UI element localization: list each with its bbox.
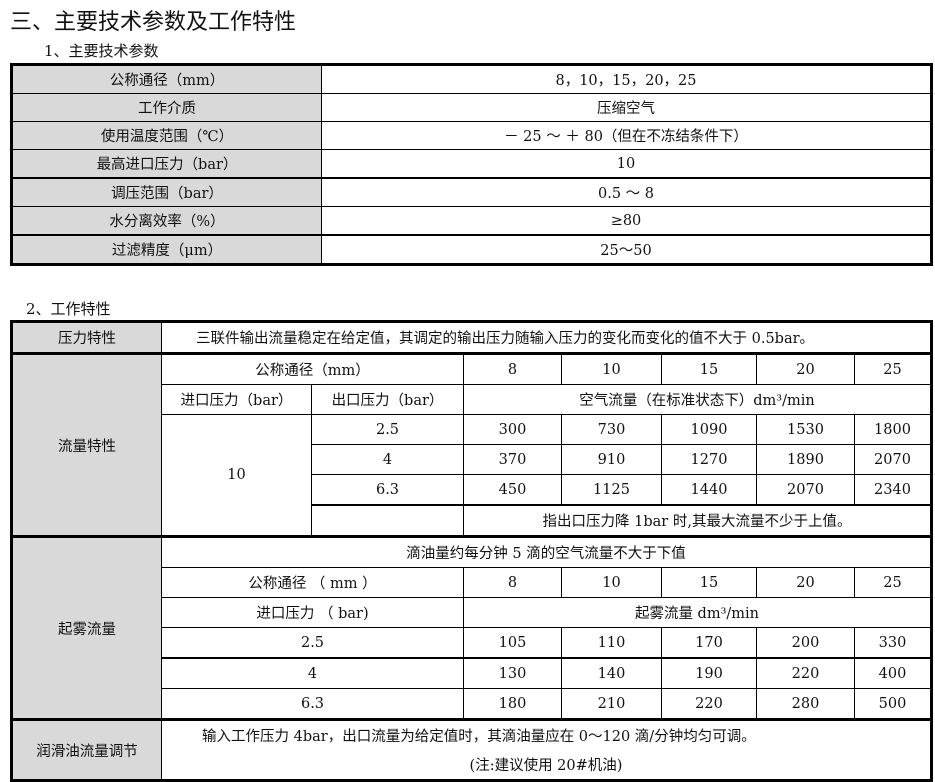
pressure-text: 三联件输出流量稳定在给定值，其调定的输出压力随输入压力的变化而变化的值不大于 0… — [161, 321, 932, 354]
fog-value: 110 — [561, 627, 662, 659]
flow-value: 1530 — [756, 414, 855, 445]
flow-value: 730 — [561, 414, 662, 445]
fog-size: 20 — [756, 567, 855, 598]
parameter-row: 最高进口压力（bar） 10 — [11, 149, 932, 179]
parameter-label: 过滤精度（μm） — [11, 234, 322, 265]
lube-note: (注:建议使用 20#机油) — [161, 750, 932, 781]
parameter-label: 公称通径（mm） — [11, 64, 322, 94]
flow-header: 空气流量（在标准状态下）dm³/min — [463, 384, 932, 415]
fog-value: 220 — [661, 688, 757, 720]
section-heading-characteristics: 2、工作特性 — [26, 300, 111, 318]
page-title: 三、主要技术参数及工作特性 — [10, 10, 297, 35]
flow-size: 20 — [756, 352, 855, 385]
flow-value: 1890 — [756, 444, 855, 475]
flow-size-header: 公称通径（mm） — [161, 352, 464, 385]
lube-text: 输入工作压力 4bar，出口流量为给定值时，其滴油量应在 0～120 滴/分钟均… — [161, 718, 932, 750]
fog-inlet-pressure: 4 — [161, 657, 464, 689]
fog-inlet-pressure: 2.5 — [161, 627, 464, 659]
fog-size-header: 公称通径 （ mm ） — [161, 567, 464, 598]
characteristics-table: 压力特性 三联件输出流量稳定在给定值，其调定的输出压力随输入压力的变化而变化的值… — [10, 320, 933, 782]
parameter-value: － 25 ～ ＋ 80（但在不冻结条件下） — [321, 121, 932, 150]
fog-value: 200 — [756, 627, 855, 659]
flow-value: 370 — [463, 444, 562, 475]
outlet-pressure: 6.3 — [311, 474, 464, 506]
fog-inlet-header: 进口压力 （ bar) — [161, 597, 464, 628]
flow-note: 指出口压力降 1bar 时,其最大流量不少于上值。 — [463, 504, 932, 537]
flow-value: 2070 — [756, 474, 855, 506]
fog-value: 220 — [756, 657, 855, 689]
empty-cell — [311, 504, 464, 537]
fog-size: 10 — [561, 567, 662, 598]
fog-size: 25 — [854, 567, 932, 598]
flow-value: 1440 — [661, 474, 757, 506]
parameter-row: 使用温度范围（℃）－ 25 ～ ＋ 80（但在不冻结条件下） — [11, 121, 932, 150]
parameter-value: ≥80 — [321, 206, 932, 236]
flow-value: 910 — [561, 444, 662, 475]
fog-value: 210 — [561, 688, 662, 720]
parameter-row: 工作介质 压缩空气 — [11, 93, 932, 122]
parameter-value: 8，10，15，20，25 — [321, 64, 932, 94]
fog-value: 280 — [756, 688, 855, 720]
fog-inlet-pressure: 6.3 — [161, 688, 464, 720]
outlet-pressure: 2.5 — [311, 414, 464, 445]
pressure-label: 压力特性 — [11, 321, 162, 354]
parameter-label: 水分离效率（%） — [11, 206, 322, 236]
parameter-label: 工作介质 — [11, 93, 322, 122]
parameter-row: 水分离效率（%） ≥80 — [11, 206, 932, 236]
flow-size: 15 — [661, 352, 757, 385]
fog-value: 190 — [661, 657, 757, 689]
lube-label: 润滑油流量调节 — [11, 718, 162, 781]
parameter-label: 使用温度范围（℃） — [11, 121, 322, 150]
fog-size: 15 — [661, 567, 757, 598]
outlet-pressure: 4 — [311, 444, 464, 475]
fog-value: 140 — [561, 657, 662, 689]
parameter-row: 过滤精度（μm） 25～50 — [11, 234, 932, 265]
fog-size: 8 — [463, 567, 562, 598]
fog-flow-header: 起雾流量 dm³/min — [463, 597, 932, 628]
fog-value: 500 — [854, 688, 932, 720]
parameter-value: 25～50 — [321, 234, 932, 265]
inlet-value: 10 — [161, 414, 312, 537]
parameters-table: 公称通径（mm） 8，10，15，20，25 工作介质 压缩空气 使用温度范围（℃）－ … — [10, 63, 933, 266]
flow-size: 10 — [561, 352, 662, 385]
parameter-row: 调压范围（bar） 0.5 ～ 8 — [11, 177, 932, 207]
outlet-header: 出口压力（bar） — [311, 384, 464, 415]
flow-value: 1270 — [661, 444, 757, 475]
flow-value: 300 — [463, 414, 562, 445]
flow-value: 450 — [463, 474, 562, 506]
fog-value: 130 — [463, 657, 562, 689]
parameter-value: 10 — [321, 149, 932, 179]
flow-size: 8 — [463, 352, 562, 385]
parameter-row: 公称通径（mm） 8，10，15，20，25 — [11, 64, 932, 94]
fog-value: 105 — [463, 627, 562, 659]
fog-value: 400 — [854, 657, 932, 689]
section-heading-parameters: 1、主要技术参数 — [44, 42, 159, 60]
fog-value: 330 — [854, 627, 932, 659]
parameter-value: 压缩空气 — [321, 93, 932, 122]
flow-value: 1125 — [561, 474, 662, 506]
flow-value: 2070 — [854, 444, 932, 475]
flow-value: 2340 — [854, 474, 932, 506]
flow-label: 流量特性 — [11, 352, 162, 537]
flow-size: 25 — [854, 352, 932, 385]
fog-value: 170 — [661, 627, 757, 659]
inlet-header: 进口压力（bar） — [161, 384, 312, 415]
flow-value: 1090 — [661, 414, 757, 445]
fog-intro: 滴油量约每分钟 5 滴的空气流量不大于下值 — [161, 535, 932, 568]
parameter-label: 调压范围（bar） — [11, 177, 322, 207]
parameter-label: 最高进口压力（bar） — [11, 149, 322, 179]
fog-value: 180 — [463, 688, 562, 720]
flow-value: 1800 — [854, 414, 932, 445]
fog-label: 起雾流量 — [11, 535, 162, 720]
parameter-value: 0.5 ～ 8 — [321, 177, 932, 207]
